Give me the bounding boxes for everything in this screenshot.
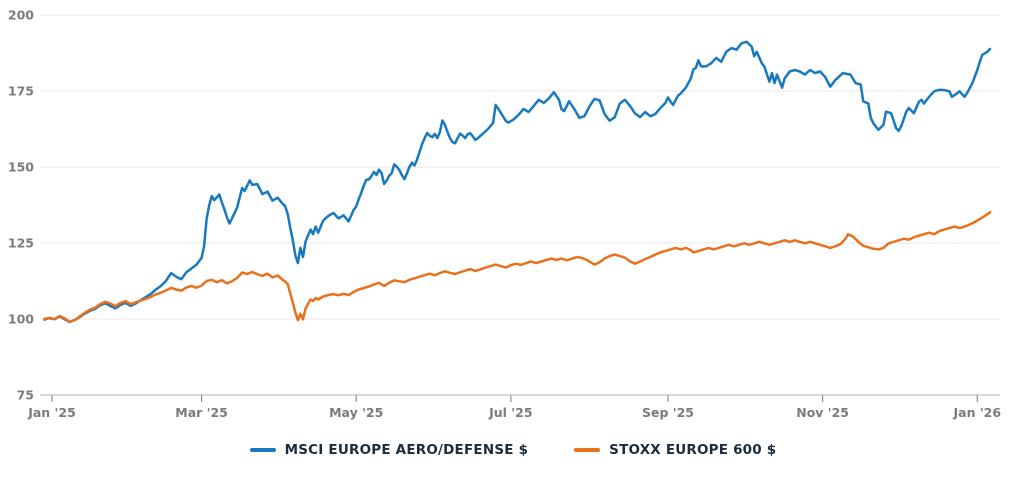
- series-line-msci-europe-aero-defense--: [43, 40, 992, 324]
- x-tick-label-may--25: May '25: [329, 405, 383, 420]
- x-tick-label-jan--25: Jan '25: [27, 405, 76, 420]
- legend-item-msci-europe-aero-defense[interactable]: MSCI EUROPE AERO/DEFENSE $: [249, 442, 529, 458]
- y-tick-label-200: 200: [8, 8, 34, 23]
- chart-legend: MSCI EUROPE AERO/DEFENSE $ STOXX EUROPE …: [0, 442, 1026, 458]
- x-tick-label-nov--25: Nov '25: [796, 405, 849, 420]
- y-tick-label-150: 150: [8, 160, 34, 175]
- legend-marker-msci-europe-aero-defense: [249, 448, 276, 452]
- y-tick-label-175: 175: [8, 84, 34, 99]
- legend-label-msci-europe-aero-defense: MSCI EUROPE AERO/DEFENSE $: [284, 442, 529, 458]
- series-line-stoxx-europe-600--: [43, 211, 992, 323]
- y-tick-label-75: 75: [17, 388, 34, 403]
- legend-item-stoxx-europe-600[interactable]: STOXX EUROPE 600 $: [574, 442, 776, 458]
- legend-label-stoxx-europe-600: STOXX EUROPE 600 $: [609, 442, 777, 458]
- x-tick-label-jul--25: Jul '25: [488, 405, 532, 420]
- x-tick-label-jan--26: Jan '26: [952, 405, 1001, 420]
- y-tick-label-100: 100: [8, 312, 34, 327]
- y-tick-label-125: 125: [8, 236, 34, 251]
- x-tick-label-sep--25: Sep '25: [642, 405, 694, 420]
- legend-marker-stoxx-europe-600: [574, 448, 601, 452]
- plot-area: 75 100 125 150 175 200 Jan '25 Mar '25 May '25 Ju…: [8, 8, 1001, 421]
- x-tick-label-mar--25: Mar '25: [175, 405, 228, 420]
